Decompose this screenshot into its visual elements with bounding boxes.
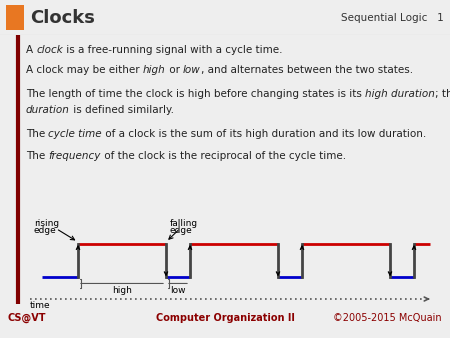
Text: ; the: ; the (435, 89, 450, 99)
Text: or: or (166, 65, 183, 75)
Text: The: The (26, 151, 49, 161)
Text: low: low (183, 65, 201, 75)
Text: Sequential Logic   1: Sequential Logic 1 (341, 13, 444, 23)
Text: of the clock is the reciprocal of the cycle time.: of the clock is the reciprocal of the cy… (101, 151, 346, 161)
Text: high: high (112, 286, 132, 294)
Text: rising: rising (34, 219, 59, 228)
Text: , and alternates between the two states.: , and alternates between the two states. (201, 65, 413, 75)
Text: falling: falling (170, 219, 198, 228)
Text: of a clock is the sum of its high duration and its low duration.: of a clock is the sum of its high durati… (102, 129, 427, 139)
Text: Computer Organization II: Computer Organization II (156, 313, 294, 323)
Text: high: high (143, 65, 166, 75)
Text: is defined similarly.: is defined similarly. (70, 105, 174, 115)
Text: Clocks: Clocks (30, 9, 95, 27)
Text: A clock may be either: A clock may be either (26, 65, 143, 75)
Text: high duration: high duration (365, 89, 435, 99)
Text: duration: duration (26, 105, 70, 115)
Text: clock: clock (36, 45, 63, 54)
Text: is a free-running signal with a cycle time.: is a free-running signal with a cycle ti… (63, 45, 283, 54)
Text: The: The (26, 129, 49, 139)
Text: low: low (170, 286, 186, 294)
Text: edge: edge (170, 226, 193, 236)
Text: frequency: frequency (49, 151, 101, 161)
Text: edge: edge (34, 226, 57, 236)
Text: cycle time: cycle time (49, 129, 102, 139)
Text: time: time (30, 301, 50, 310)
Text: CS@VT: CS@VT (8, 313, 46, 323)
Text: A: A (26, 45, 36, 54)
Text: The length of time the clock is high before changing states is its: The length of time the clock is high bef… (26, 89, 365, 99)
Text: ©2005-2015 McQuain: ©2005-2015 McQuain (333, 313, 442, 323)
Bar (6, 5, 24, 30)
